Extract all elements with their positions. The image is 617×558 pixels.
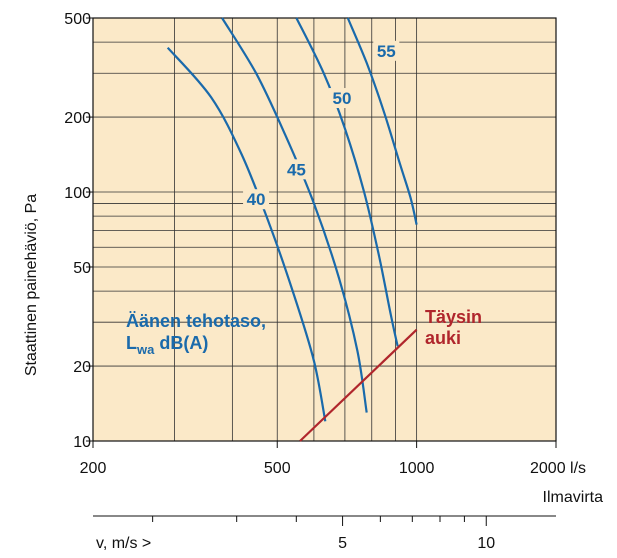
y-tick-label: 500: [64, 11, 91, 28]
series-label-bg-40: [243, 189, 270, 210]
x-axis-title: Ilmavirta: [543, 489, 604, 506]
series-line-55: [346, 17, 418, 225]
annotation-sound-power: Äänen tehotaso,: [126, 311, 266, 331]
y-axis-title: Staattinen painehäviö, Pa: [23, 194, 40, 376]
series-label-bg-50: [329, 88, 356, 109]
annotation-sound-power-rest: dB(A): [154, 333, 208, 353]
y-tick-label: 10: [73, 434, 91, 451]
velocity-axis: 5 10: [93, 515, 556, 552]
series-label-55: 55: [377, 42, 396, 61]
x-tick-label: 1000: [399, 460, 435, 477]
annotation-open-line1: Täysin: [425, 307, 482, 327]
y-tick-label: 50: [73, 260, 91, 277]
velocity-tick-label: 10: [477, 535, 495, 552]
curves: 40 45 50 55: [166, 17, 418, 442]
series-line-45: [221, 17, 368, 413]
series-line-50: [295, 17, 399, 347]
series-label-50: 50: [333, 89, 352, 108]
y-tick-label: 100: [64, 185, 91, 202]
fully-open-line: [299, 328, 418, 442]
y-tick-label: 200: [64, 110, 91, 127]
series-label-bg-55: [373, 40, 400, 61]
velocity-tick-label: 5: [338, 535, 347, 552]
series-label-45: 45: [287, 160, 306, 179]
series-label-40: 40: [247, 190, 266, 209]
annotation-sound-power-subscript: wa: [136, 342, 155, 357]
plot-background: [93, 18, 556, 441]
series-line-40: [166, 46, 327, 422]
velocity-axis-label: v, m/s >: [96, 535, 151, 552]
x-tick-label: 200: [80, 460, 107, 477]
annotation-open-line2: auki: [425, 328, 461, 348]
tick-labels: 200 500 1000 2000 l/s 10 20 50 100 200 500: [64, 11, 586, 477]
y-tick-label: 20: [73, 359, 91, 376]
x-tick-label: 2000 l/s: [530, 460, 586, 477]
plot-frame: [92, 17, 557, 442]
annotation-sound-power-symbol: L: [126, 333, 137, 353]
annotation-sound-power-unit: Lwa dB(A): [126, 333, 208, 357]
series-label-bg-45: [283, 159, 310, 180]
x-tick-label: 500: [264, 460, 291, 477]
